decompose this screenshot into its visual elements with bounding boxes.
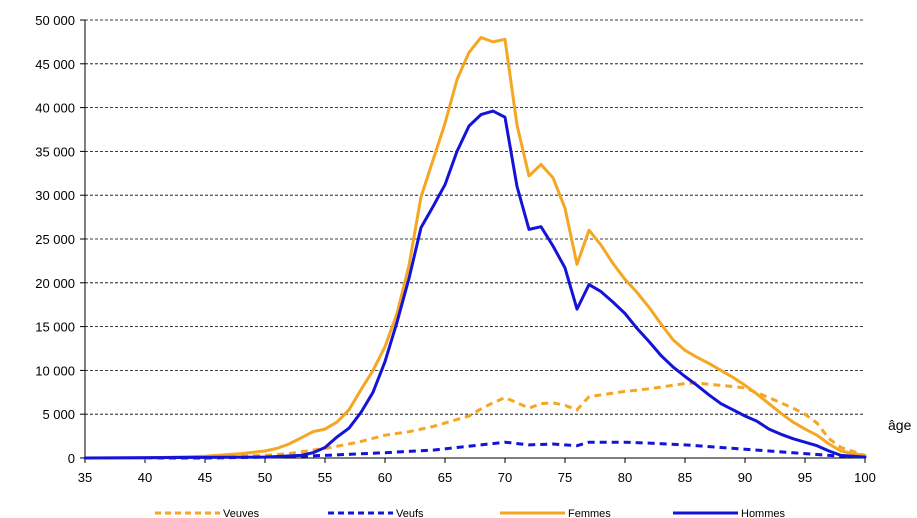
y-tick-label: 50 000: [35, 13, 75, 28]
x-tick-label: 70: [498, 470, 512, 485]
y-tick-label: 40 000: [35, 101, 75, 116]
series-line-hommes: [83, 109, 867, 460]
y-tick-label: 30 000: [35, 188, 75, 203]
legend-label-veuves: Veuves: [223, 508, 260, 518]
series-lines: [83, 36, 867, 460]
legend-label-femmes: Femmes: [568, 508, 611, 518]
x-tick-label: 85: [678, 470, 692, 485]
x-tick-label: 55: [318, 470, 332, 485]
y-tick-label: 10 000: [35, 363, 75, 378]
x-tick-label: 100: [854, 470, 876, 485]
x-axis-label: âge: [888, 417, 912, 433]
y-tick-label: 15 000: [35, 320, 75, 335]
y-tick-label: 25 000: [35, 232, 75, 247]
gridlines: [85, 19, 865, 415]
x-axis-ticks: 35 40 45 50 55 60 65 70 75 80 85 90 95 100: [78, 458, 876, 485]
x-tick-label: 40: [138, 470, 152, 485]
series-line-femmes: [83, 36, 867, 460]
x-tick-label: 80: [618, 470, 632, 485]
legend-label-veufs: Veufs: [396, 508, 424, 518]
y-axis-ticks: 0 5 000 10 000 15 000 20 000 25 000 30 000 35 0…: [35, 13, 85, 466]
x-tick-label: 60: [378, 470, 392, 485]
x-tick-label: 90: [738, 470, 752, 485]
y-tick-label: 20 000: [35, 276, 75, 291]
x-tick-label: 50: [258, 470, 272, 485]
x-tick-label: 65: [438, 470, 452, 485]
legend-label-hommes: Hommes: [741, 508, 786, 518]
y-tick-label: 45 000: [35, 57, 75, 72]
x-tick-label: 75: [558, 470, 572, 485]
x-tick-label: 35: [78, 470, 92, 485]
x-tick-label: 45: [198, 470, 212, 485]
series-line-veufs: [85, 440, 866, 460]
y-tick-label: 35 000: [35, 144, 75, 159]
legend: Veuves Veufs Femmes Hommes: [155, 508, 786, 518]
series-line-veuves: [85, 381, 866, 460]
y-tick-label: 0: [68, 451, 75, 466]
y-tick-label: 5 000: [42, 407, 75, 422]
x-tick-label: 95: [798, 470, 812, 485]
